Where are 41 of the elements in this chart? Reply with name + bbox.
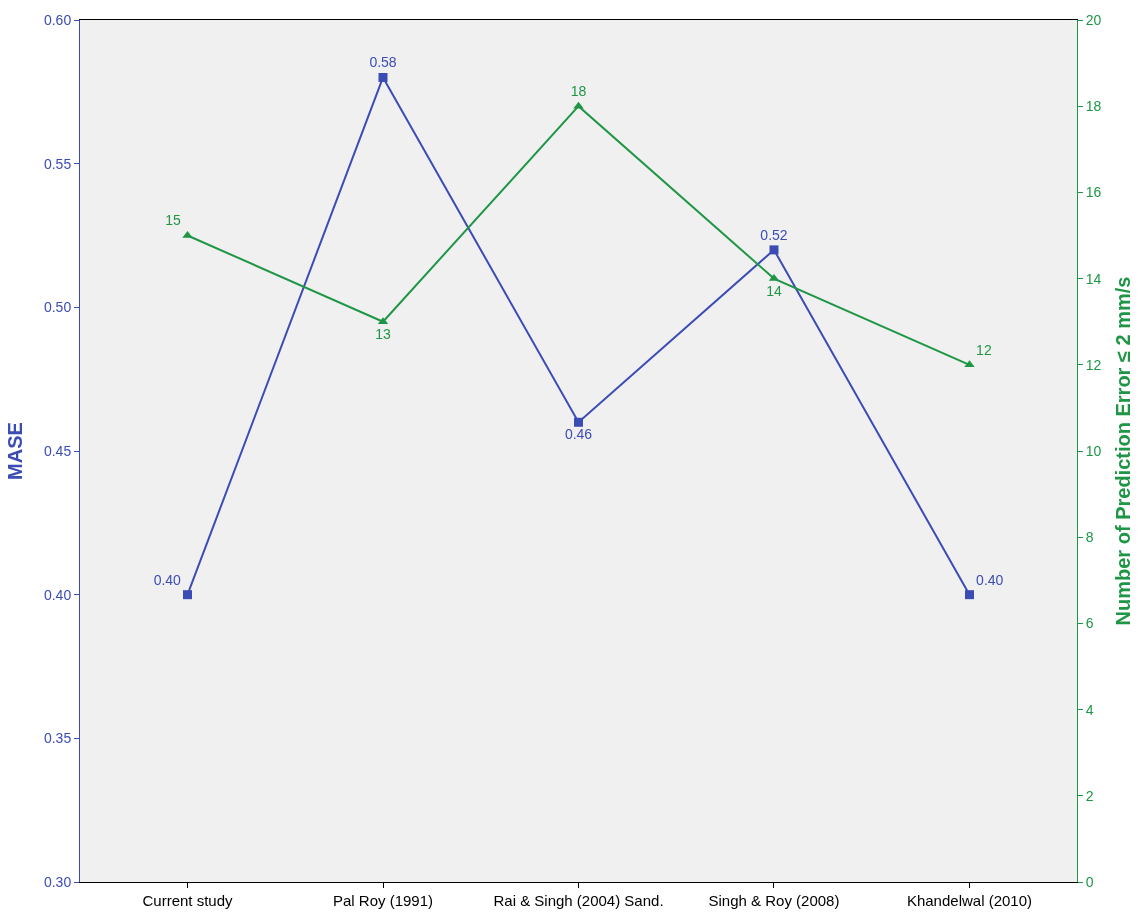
x-tick-label: Rai & Singh (2004) Sand.	[493, 892, 664, 909]
y-tick-label: 0.35	[43, 730, 72, 747]
y2-tick-label: 10	[1085, 442, 1102, 459]
x-tick-label: Pal Roy (1991)	[332, 892, 434, 909]
data-label: 15	[165, 212, 182, 229]
y2-axis-title: Number of Prediction Error ≤ 2 mm/s	[1112, 276, 1135, 626]
y-tick-label: 0.55	[43, 155, 72, 172]
point	[574, 417, 583, 427]
data-label: 0.46	[564, 426, 593, 443]
y2-tick-label: 6	[1085, 615, 1094, 632]
point	[964, 360, 975, 368]
data-label: 13	[375, 325, 392, 342]
y2-tick-label: 0	[1085, 873, 1094, 890]
data-label: 0.40	[976, 571, 1004, 588]
y2-tick-label: 18	[1085, 98, 1102, 115]
x-tick-label: Khandelwal (2010)	[906, 892, 1033, 909]
data-label: 0.52	[760, 226, 788, 243]
data-label: 0.40	[153, 571, 182, 588]
y-tick-label: 0.60	[43, 11, 72, 28]
y-axis-title: MASE	[4, 422, 27, 480]
y2-tick-label: 8	[1085, 529, 1094, 546]
point	[964, 590, 974, 600]
y-tick-label: 0.40	[43, 586, 72, 603]
data-label: 0.58	[369, 54, 397, 71]
y-tick-label: 0.50	[43, 299, 72, 316]
point	[769, 245, 779, 255]
y-tick-label: 0.30	[43, 873, 72, 890]
y2-tick-label: 20	[1085, 11, 1102, 28]
y2-tick-label: 12	[1085, 356, 1102, 373]
data-label: 12	[976, 341, 992, 358]
y2-tick-label: 2	[1085, 787, 1094, 804]
y2-tick-label: 14	[1085, 270, 1102, 287]
y-tick-label: 0.45	[43, 442, 72, 459]
point	[183, 590, 193, 600]
data-label: 14	[766, 282, 782, 299]
x-tick-label: Singh & Roy (2008)	[708, 892, 840, 909]
point	[378, 72, 388, 82]
x-tick-label: Current study	[142, 892, 234, 909]
data-label: 18	[570, 83, 587, 100]
y2-tick-label: 16	[1085, 184, 1102, 201]
y2-tick-label: 4	[1085, 701, 1094, 718]
